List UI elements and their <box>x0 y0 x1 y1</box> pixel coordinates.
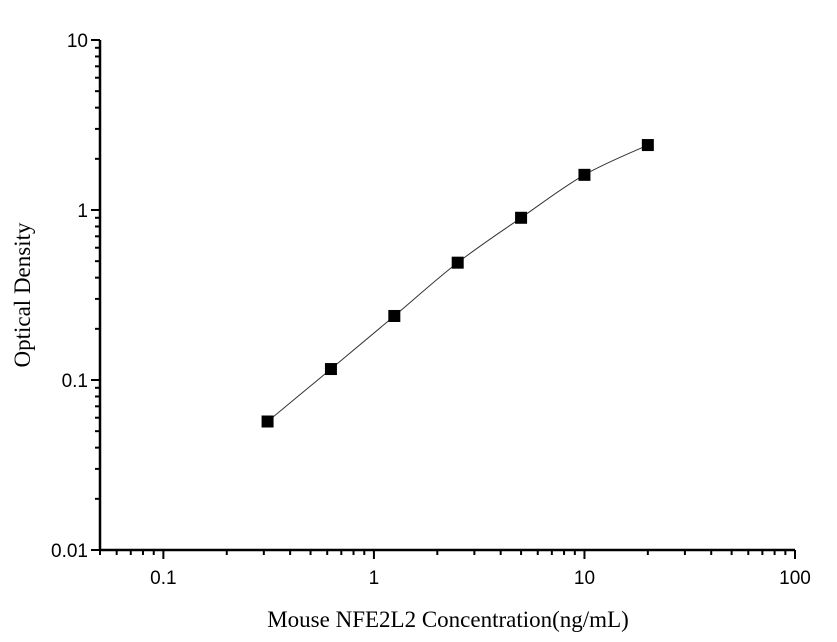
x-tick-label: 10 <box>574 568 595 589</box>
x-axis-label: Mouse NFE2L2 Concentration(ng/mL) <box>267 607 629 632</box>
x-tick-label: 100 <box>779 568 811 589</box>
y-tick-label: 1 <box>77 201 88 222</box>
y-tick-label: 0.01 <box>51 541 88 562</box>
x-tick-label: 1 <box>369 568 380 589</box>
data-point <box>324 363 337 376</box>
data-point <box>388 309 401 322</box>
data-points <box>261 139 654 428</box>
data-point <box>641 139 654 152</box>
y-tick-label: 10 <box>67 31 88 52</box>
data-point <box>451 256 464 269</box>
axes: 0.1 1 10 100 0.01 0.1 1 10 <box>51 31 811 589</box>
y-tick-label: 0.1 <box>62 371 88 392</box>
x-tick-label: 0.1 <box>150 568 176 589</box>
data-point <box>261 415 274 428</box>
fit-curve <box>267 144 649 422</box>
data-point <box>578 168 591 181</box>
y-axis-label: Optical Density <box>10 222 35 367</box>
data-point <box>515 211 528 224</box>
